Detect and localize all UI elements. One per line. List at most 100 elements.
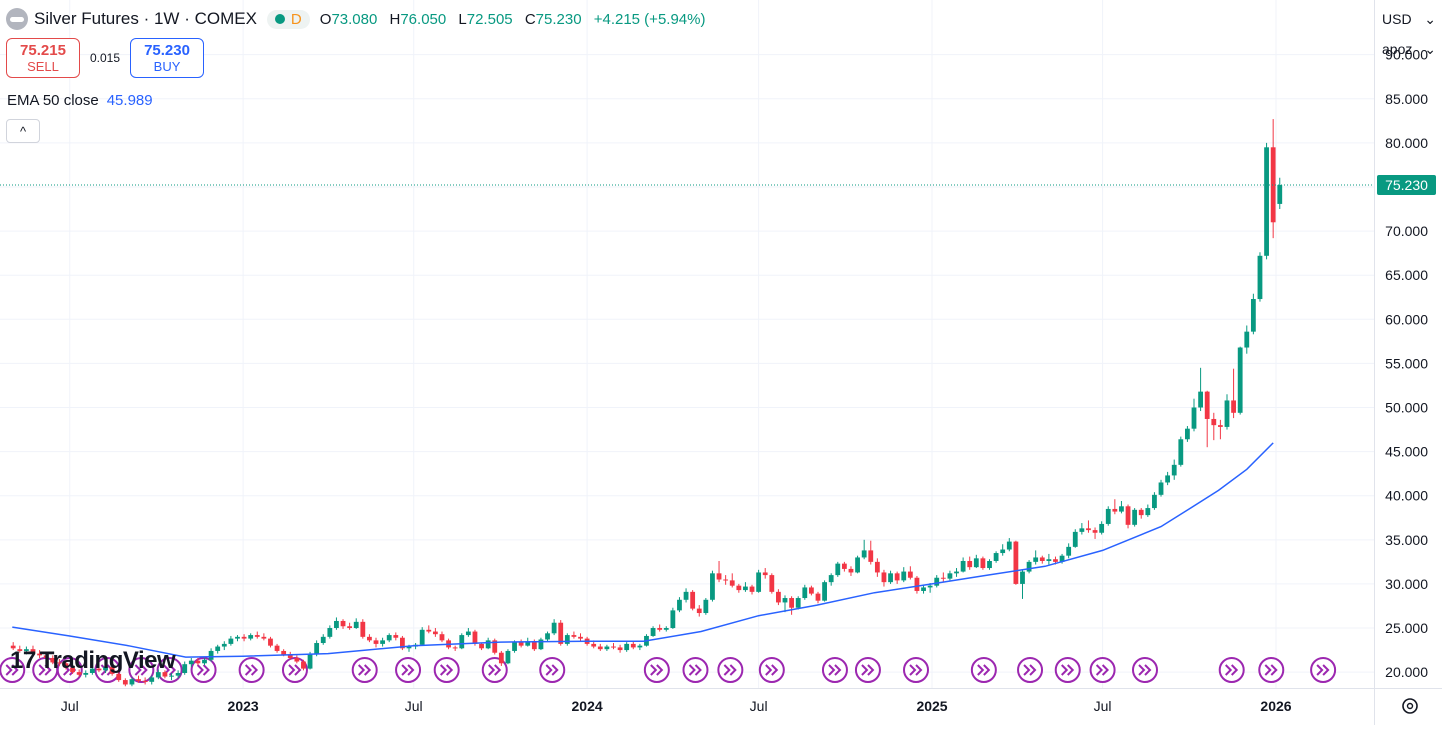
candle-51[interactable] bbox=[347, 622, 353, 630]
candle-145[interactable] bbox=[967, 556, 973, 570]
candle-140[interactable] bbox=[934, 575, 940, 588]
candle-21[interactable] bbox=[149, 675, 155, 685]
candle-114[interactable] bbox=[762, 568, 768, 579]
candle-132[interactable] bbox=[881, 569, 887, 587]
candle-123[interactable] bbox=[822, 580, 827, 602]
candle-166[interactable] bbox=[1105, 506, 1111, 526]
candle-188[interactable] bbox=[1250, 293, 1256, 335]
sell-button[interactable]: 75.215 SELL bbox=[6, 38, 80, 78]
candle-9[interactable] bbox=[70, 665, 75, 674]
candle-4[interactable] bbox=[37, 650, 42, 659]
candle-122[interactable] bbox=[815, 591, 821, 604]
candle-86[interactable] bbox=[578, 633, 583, 642]
candle-179[interactable] bbox=[1191, 398, 1197, 432]
candle-170[interactable] bbox=[1132, 508, 1138, 527]
candle-35[interactable] bbox=[241, 634, 247, 642]
candle-36[interactable] bbox=[248, 633, 254, 641]
candle-56[interactable] bbox=[380, 637, 386, 647]
candle-14[interactable] bbox=[103, 664, 108, 674]
candle-113[interactable] bbox=[756, 569, 762, 593]
candle-84[interactable] bbox=[564, 633, 570, 646]
candle-50[interactable] bbox=[340, 619, 346, 629]
candle-12[interactable] bbox=[89, 666, 95, 675]
event-marker-27[interactable] bbox=[1258, 657, 1285, 683]
candle-44[interactable] bbox=[301, 659, 306, 671]
candle-178[interactable] bbox=[1185, 426, 1190, 442]
candle-28[interactable] bbox=[195, 658, 201, 666]
candle-47[interactable] bbox=[320, 634, 326, 645]
candle-167[interactable] bbox=[1112, 499, 1118, 515]
candle-105[interactable] bbox=[703, 598, 709, 615]
candle-39[interactable] bbox=[268, 636, 273, 648]
candle-141[interactable] bbox=[940, 572, 946, 583]
event-marker-11[interactable] bbox=[433, 657, 460, 683]
candle-180[interactable] bbox=[1198, 367, 1204, 412]
candle-109[interactable] bbox=[729, 573, 735, 588]
candle-68[interactable] bbox=[459, 633, 465, 650]
event-marker-21[interactable] bbox=[970, 657, 997, 683]
candle-49[interactable] bbox=[334, 617, 339, 630]
event-marker-10[interactable] bbox=[395, 657, 422, 683]
candle-16[interactable] bbox=[116, 672, 122, 682]
candle-77[interactable] bbox=[518, 639, 524, 648]
candle-17[interactable] bbox=[122, 678, 128, 687]
buy-button[interactable]: 75.230 BUY bbox=[130, 38, 205, 78]
candle-131[interactable] bbox=[874, 558, 880, 577]
candle-187[interactable] bbox=[1244, 325, 1250, 354]
candle-0[interactable] bbox=[10, 642, 16, 651]
candle-104[interactable] bbox=[696, 605, 702, 617]
event-marker-4[interactable] bbox=[128, 657, 155, 683]
candle-174[interactable] bbox=[1158, 479, 1164, 497]
candle-55[interactable] bbox=[373, 637, 379, 648]
candle-98[interactable] bbox=[657, 624, 663, 632]
candle-92[interactable] bbox=[617, 644, 623, 653]
candle-111[interactable] bbox=[743, 582, 748, 592]
candle-190[interactable] bbox=[1264, 142, 1269, 260]
candle-116[interactable] bbox=[776, 589, 781, 606]
market-status[interactable]: D bbox=[266, 9, 310, 29]
candle-110[interactable] bbox=[736, 583, 742, 593]
candle-20[interactable] bbox=[142, 677, 148, 685]
candle-59[interactable] bbox=[399, 635, 405, 651]
candle-163[interactable] bbox=[1086, 520, 1091, 533]
candle-19[interactable] bbox=[136, 675, 141, 683]
candle-118[interactable] bbox=[789, 596, 795, 615]
candle-146[interactable] bbox=[973, 554, 979, 569]
event-marker-8[interactable] bbox=[281, 657, 308, 683]
candle-67[interactable] bbox=[452, 645, 458, 651]
candle-32[interactable] bbox=[221, 641, 227, 651]
tradingview-logo[interactable]: 17 TradingView bbox=[10, 647, 176, 675]
candle-3[interactable] bbox=[30, 645, 36, 656]
candle-172[interactable] bbox=[1145, 504, 1151, 517]
candle-42[interactable] bbox=[287, 651, 293, 660]
candle-102[interactable] bbox=[683, 588, 689, 603]
candle-38[interactable] bbox=[261, 633, 267, 641]
candle-85[interactable] bbox=[571, 631, 577, 639]
candle-165[interactable] bbox=[1099, 521, 1105, 535]
candle-142[interactable] bbox=[947, 570, 953, 581]
candle-69[interactable] bbox=[465, 628, 471, 637]
candle-183[interactable] bbox=[1217, 419, 1223, 440]
candle-160[interactable] bbox=[1066, 543, 1072, 559]
candle-27[interactable] bbox=[188, 658, 194, 667]
candle-182[interactable] bbox=[1211, 412, 1217, 441]
candle-119[interactable] bbox=[795, 596, 801, 610]
candle-185[interactable] bbox=[1231, 368, 1236, 419]
candle-58[interactable] bbox=[393, 632, 399, 641]
candle-2[interactable] bbox=[23, 646, 29, 655]
candle-65[interactable] bbox=[439, 631, 445, 643]
event-marker-23[interactable] bbox=[1054, 657, 1081, 683]
candle-108[interactable] bbox=[723, 575, 729, 585]
candle-5[interactable] bbox=[43, 651, 49, 661]
candle-186[interactable] bbox=[1237, 346, 1243, 415]
currency-selector[interactable]: USD ⌄ bbox=[1376, 5, 1442, 33]
candle-191[interactable] bbox=[1270, 119, 1276, 239]
candle-37[interactable] bbox=[254, 631, 260, 639]
candle-154[interactable] bbox=[1026, 560, 1032, 574]
candle-151[interactable] bbox=[1006, 538, 1012, 552]
candle-62[interactable] bbox=[419, 627, 425, 646]
candle-129[interactable] bbox=[861, 539, 867, 560]
candle-177[interactable] bbox=[1178, 436, 1184, 467]
ema-legend[interactable]: EMA 50 close 45.989 bbox=[7, 92, 153, 109]
candle-155[interactable] bbox=[1033, 550, 1039, 565]
